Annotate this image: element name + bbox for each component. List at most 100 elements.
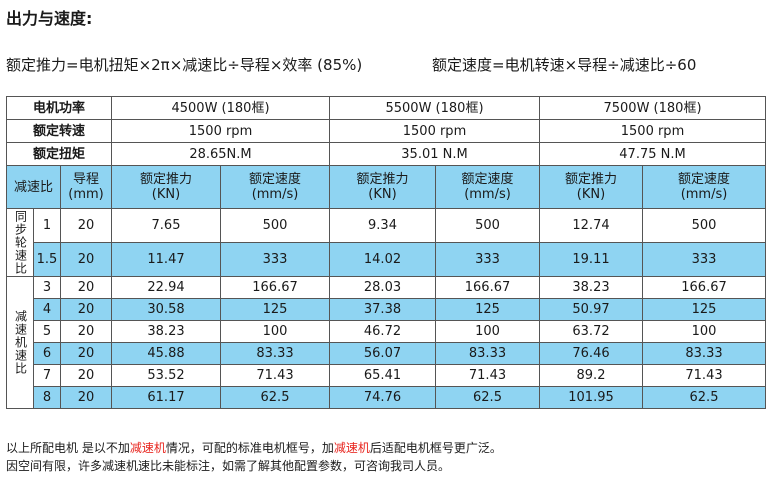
ratio-cell: 5 [33,320,61,343]
speed-cell: 100 [642,320,766,343]
speed-cell: 166.67 [220,276,330,299]
force-cell: 61.17 [111,386,221,409]
rated-speed-cell: 1500 rpm [539,119,766,143]
speed-cell: 71.43 [435,364,540,387]
force-cell: 28.03 [329,276,436,299]
footnote-2: 因空间有限，许多减速机速比未能标注，如需了解其他配置参数，可咨询我司人员。 [6,459,451,473]
col-header-speed: 额定速度 (mm/s) [435,165,540,209]
row-label-power: 电机功率 [6,96,112,120]
col-header-lead: 导程 (mm) [60,165,112,209]
table-row: 同步轮速比 1 20 7.65 500 9.34 500 12.74 500 [6,208,766,277]
rated-speed-cell: 1500 rpm [111,119,330,143]
force-cell: 74.76 [329,386,436,409]
highlight-reducer: 减速机 [129,441,166,455]
force-cell: 14.02 [329,242,436,277]
group-label-reducer: 减速机速比 [6,276,34,409]
speed-cell: 333 [220,242,330,277]
force-cell: 56.07 [329,342,436,365]
force-cell: 46.72 [329,320,436,343]
speed-cell: 125 [642,298,766,321]
speed-cell: 62.5 [642,386,766,409]
ratio-cell: 8 [33,386,61,409]
force-cell: 30.58 [111,298,221,321]
col-header-ratio: 减速比 [6,165,61,209]
force-cell: 37.38 [329,298,436,321]
force-cell: 65.41 [329,364,436,387]
torque-cell: 35.01 N.M [329,142,540,166]
ratio-cell: 3 [33,276,61,299]
footnote-1: 以上所配电机 是以不加减速机情况，可配的标准电机框号，加减速机后适配电机框号更广… [6,439,502,457]
table-row: 7 20 53.52 71.43 65.41 71.43 89.2 71.43 [7,364,766,387]
speed-cell: 333 [435,242,540,277]
torque-cell: 47.75 N.M [539,142,766,166]
lead-cell: 20 [60,364,112,387]
lead-cell: 20 [60,242,112,277]
speed-cell: 125 [220,298,330,321]
speed-cell: 83.33 [435,342,540,365]
speed-cell: 333 [642,242,766,277]
footnote-text: 情况，可配的标准电机框号，加 [165,441,334,455]
table-row: 减速机速比 3 20 22.94 166.67 28.03 166.67 38.23 166.6… [6,276,766,409]
force-cell: 11.47 [111,242,221,277]
col-header-speed: 额定速度 (mm/s) [220,165,330,209]
group-label-sync: 同步轮速比 [6,208,34,277]
ratio-cell: 4 [33,298,61,321]
section-title: 出力与速度: [6,9,93,28]
force-cell: 12.74 [539,208,643,243]
speed-cell: 83.33 [220,342,330,365]
spec-table: 电机功率 4500W (180框) 5500W (180框) 7500W (18… [6,96,766,409]
row-label-torque: 额定扭矩 [6,142,112,166]
col-header-force: 额定推力 (KN) [539,165,643,209]
table-row: 8 20 61.17 62.5 74.76 62.5 101.95 62.5 [7,386,766,409]
ratio-cell: 6 [33,342,61,365]
lead-cell: 20 [60,298,112,321]
speed-cell: 125 [435,298,540,321]
speed-cell: 500 [220,208,330,243]
force-cell: 101.95 [539,386,643,409]
table-row: 4 20 30.58 125 37.38 125 50.97 125 [7,298,766,321]
speed-cell: 71.43 [220,364,330,387]
lead-cell: 20 [60,208,112,243]
speed-cell: 71.43 [642,364,766,387]
speed-cell: 62.5 [435,386,540,409]
force-cell: 76.46 [539,342,643,365]
footnote-text: 后适配电机框号更广泛。 [369,441,502,455]
highlight-reducer: 减速机 [333,441,370,455]
lead-cell: 20 [60,276,112,299]
torque-cell: 28.65N.M [111,142,330,166]
speed-cell: 100 [435,320,540,343]
table-row: 6 20 45.88 83.33 56.07 83.33 76.46 83.33 [7,342,766,365]
table-row: 1.5 20 11.47 333 14.02 333 19.11 333 [7,242,766,277]
force-cell: 50.97 [539,298,643,321]
col-header-force: 额定推力 (KN) [111,165,221,209]
force-cell: 7.65 [111,208,221,243]
power-cell: 4500W (180框) [111,96,330,120]
power-cell: 5500W (180框) [329,96,540,120]
force-cell: 63.72 [539,320,643,343]
lead-cell: 20 [60,342,112,365]
col-header-speed: 额定速度 (mm/s) [642,165,766,209]
lead-cell: 20 [60,320,112,343]
force-formula: 额定推力=电机扭矩×2π×减速比÷导程×效率 (85%) [6,56,363,74]
table-row: 5 20 38.23 100 46.72 100 63.72 100 [7,320,766,343]
speed-cell: 500 [642,208,766,243]
speed-cell: 62.5 [220,386,330,409]
force-cell: 38.23 [111,320,221,343]
ratio-cell: 7 [33,364,61,387]
row-label-speed: 额定转速 [6,119,112,143]
ratio-cell: 1 [33,208,61,243]
force-cell: 45.88 [111,342,221,365]
column-header-row: 减速比 导程 (mm) 额定推力 (KN) 额定速度 (mm/s) 额定推力 (KN) … [6,165,766,209]
col-header-force: 额定推力 (KN) [329,165,436,209]
power-cell: 7500W (180框) [539,96,766,120]
force-cell: 19.11 [539,242,643,277]
force-cell: 53.52 [111,364,221,387]
force-cell: 22.94 [111,276,221,299]
speed-cell: 166.67 [435,276,540,299]
torque-row: 额定扭矩 28.65N.M 35.01 N.M 47.75 N.M [6,142,766,166]
speed-cell: 500 [435,208,540,243]
speed-cell: 83.33 [642,342,766,365]
rated-speed-cell: 1500 rpm [329,119,540,143]
speed-row: 额定转速 1500 rpm 1500 rpm 1500 rpm [6,119,766,143]
speed-formula: 额定速度=电机转速×导程÷减速比÷60 [432,56,697,74]
